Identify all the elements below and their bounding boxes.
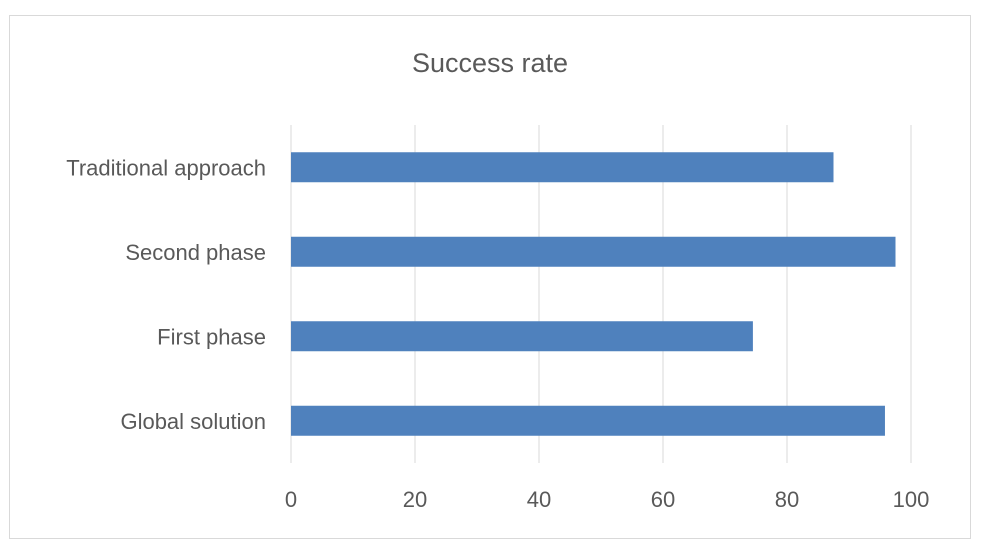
x-tick-label: 20: [403, 487, 427, 512]
bar: [291, 405, 885, 436]
bar: [291, 152, 834, 183]
category-label: Global solution: [120, 409, 266, 434]
x-tick-label: 60: [651, 487, 675, 512]
category-label: Second phase: [125, 240, 266, 265]
category-labels: Traditional approach Second phase First ph…: [66, 155, 266, 434]
chart-title: Success rate: [412, 48, 568, 78]
category-label: First phase: [157, 324, 266, 349]
x-tick-label: 100: [893, 487, 930, 512]
category-label: Traditional approach: [66, 155, 266, 180]
x-tick-label: 0: [285, 487, 297, 512]
bar: [291, 236, 896, 267]
bars: [291, 152, 896, 436]
x-axis-tick-labels: 0 20 40 60 80 100: [285, 487, 929, 512]
chart-frame: [9, 15, 971, 539]
x-tick-label: 80: [775, 487, 799, 512]
bar: [291, 321, 753, 352]
x-tick-label: 40: [527, 487, 551, 512]
